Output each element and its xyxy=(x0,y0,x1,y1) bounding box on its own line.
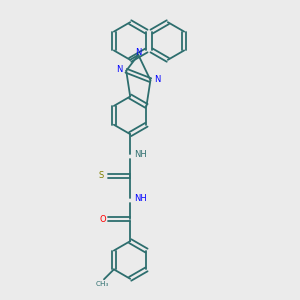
Text: NH: NH xyxy=(134,151,146,160)
Text: O: O xyxy=(99,215,106,224)
Text: N: N xyxy=(116,65,122,74)
Text: NH: NH xyxy=(134,194,146,203)
Text: S: S xyxy=(99,171,104,180)
Text: N: N xyxy=(135,48,142,57)
Text: N: N xyxy=(154,75,161,84)
Text: CH₃: CH₃ xyxy=(95,281,109,287)
